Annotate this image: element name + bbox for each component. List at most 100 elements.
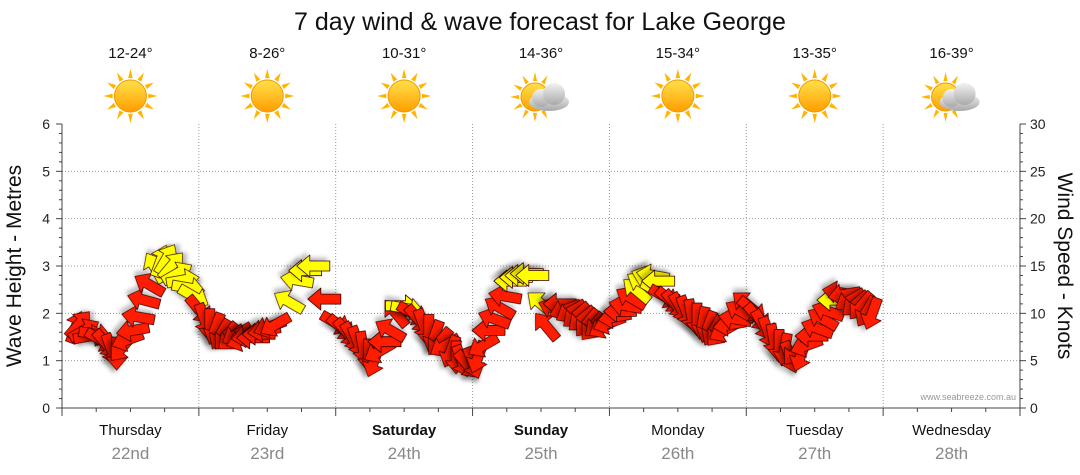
sun-ray bbox=[951, 109, 959, 119]
wind-arrow-shape bbox=[134, 272, 167, 298]
sun-ray bbox=[943, 112, 948, 122]
right-tick-label: 0 bbox=[1030, 400, 1038, 416]
credit-text: www.seabreeze.com.au bbox=[919, 392, 1016, 402]
sun-ray bbox=[920, 94, 930, 100]
sun-ray bbox=[692, 82, 702, 90]
left-tick-label: 1 bbox=[42, 353, 50, 369]
sun-ray bbox=[791, 82, 801, 90]
sun-ray bbox=[522, 109, 529, 119]
left-tick-label: 6 bbox=[42, 116, 50, 132]
left-tick-label: 2 bbox=[42, 305, 50, 321]
wind-arrow-shape bbox=[121, 305, 156, 328]
sun-ray bbox=[103, 93, 113, 99]
sun-ray bbox=[522, 75, 529, 85]
sun-ray bbox=[812, 113, 818, 123]
sun-ray bbox=[281, 102, 291, 110]
sun-ray bbox=[401, 69, 407, 79]
temperature-range-label: 10-31° bbox=[382, 45, 426, 62]
sun-ray bbox=[541, 109, 548, 119]
wind-arrow-shape bbox=[274, 290, 306, 315]
cloud-shape bbox=[529, 83, 569, 111]
sun-disc bbox=[661, 79, 695, 113]
sun-ray bbox=[281, 82, 291, 90]
sun-ray bbox=[411, 72, 418, 82]
sun-ray bbox=[664, 110, 671, 120]
day-date-label: 22nd bbox=[112, 444, 150, 463]
day-date-label: 26th bbox=[661, 444, 694, 463]
sun-ray bbox=[684, 110, 692, 120]
wind-arrow bbox=[134, 272, 167, 298]
wind-arrow-shape bbox=[375, 318, 408, 344]
wind-arrow-shape bbox=[296, 254, 331, 278]
sun-ray bbox=[801, 72, 808, 82]
sun-ray bbox=[513, 84, 523, 91]
wind-arrow-shape bbox=[260, 311, 293, 337]
sun-ray bbox=[243, 102, 253, 110]
plot-grid bbox=[62, 124, 1020, 408]
day-date-label: 28th bbox=[935, 444, 968, 463]
sun-ray bbox=[253, 110, 261, 120]
sun-disc bbox=[113, 79, 147, 113]
daily-weather-headers: 12-24° 8-26° 10-31° 14-36° 15-34° 13-35° 16-39… bbox=[103, 45, 980, 123]
sun-ray bbox=[943, 72, 948, 82]
wind-arrow-shape bbox=[535, 313, 562, 343]
sun-ray bbox=[144, 102, 154, 110]
sun-ray bbox=[137, 110, 144, 120]
sun-ray bbox=[923, 103, 933, 110]
sun-ray bbox=[144, 82, 154, 90]
sun-ray bbox=[243, 82, 253, 90]
sunny-icon bbox=[650, 69, 705, 123]
sun-ray bbox=[654, 82, 664, 90]
sun-ray bbox=[829, 102, 839, 110]
left-tick-label: 5 bbox=[42, 163, 50, 179]
day-date-label: 27th bbox=[798, 444, 831, 463]
sun-ray bbox=[675, 113, 681, 123]
right-tick-label: 5 bbox=[1030, 353, 1038, 369]
sun-ray bbox=[285, 93, 295, 99]
partly-cloudy-icon bbox=[920, 72, 980, 122]
sunny-icon bbox=[787, 69, 842, 123]
sun-ray bbox=[812, 69, 818, 79]
sun-disc bbox=[250, 79, 284, 113]
wind-arrow bbox=[515, 264, 550, 287]
chart-title: 7 day wind & wave forecast for Lake Geor… bbox=[294, 8, 786, 36]
day-date-label: 23rd bbox=[250, 444, 284, 463]
sunny-icon bbox=[103, 69, 158, 123]
sun-disc bbox=[387, 79, 421, 113]
sun-ray bbox=[264, 69, 270, 79]
left-tick-label: 3 bbox=[42, 258, 50, 274]
sun-ray bbox=[107, 102, 117, 110]
x-axis-day-labels: Thursday 22nd Friday 23rd Saturday 24th Sunday… bbox=[99, 422, 991, 463]
sun-ray bbox=[411, 110, 418, 120]
sunny-icon bbox=[240, 69, 295, 123]
right-tick-label: 15 bbox=[1030, 258, 1046, 274]
sun-ray bbox=[513, 103, 523, 110]
partly-cloudy-icon bbox=[510, 72, 569, 122]
day-date-label: 25th bbox=[524, 444, 557, 463]
wind-arrow bbox=[121, 305, 156, 328]
sun-ray bbox=[274, 110, 281, 120]
sun-ray bbox=[128, 113, 133, 123]
sun-ray bbox=[137, 72, 144, 82]
temperature-range-label: 13-35° bbox=[793, 45, 837, 62]
left-tick-label: 0 bbox=[42, 400, 50, 416]
day-name-label: Friday bbox=[246, 422, 288, 439]
sun-ray bbox=[253, 72, 261, 82]
left-axis-title: Wave Height - Metres bbox=[3, 165, 26, 367]
day-name-label: Tuesday bbox=[786, 422, 843, 439]
sun-disc bbox=[798, 79, 832, 113]
wind-arrow bbox=[307, 287, 342, 311]
sun-ray bbox=[240, 93, 250, 99]
sun-ray bbox=[390, 110, 398, 120]
day-name-label: Sunday bbox=[514, 422, 569, 439]
sun-ray bbox=[923, 84, 933, 91]
left-tick-label: 4 bbox=[42, 211, 50, 227]
day-date-label: 24th bbox=[388, 444, 421, 463]
right-tick-label: 10 bbox=[1030, 305, 1046, 321]
sun-ray bbox=[650, 93, 661, 99]
right-tick-label: 20 bbox=[1030, 211, 1046, 227]
wind-arrow bbox=[280, 268, 315, 291]
sun-ray bbox=[421, 93, 432, 99]
wind-arrow bbox=[860, 296, 883, 330]
wind-arrow bbox=[375, 318, 408, 344]
